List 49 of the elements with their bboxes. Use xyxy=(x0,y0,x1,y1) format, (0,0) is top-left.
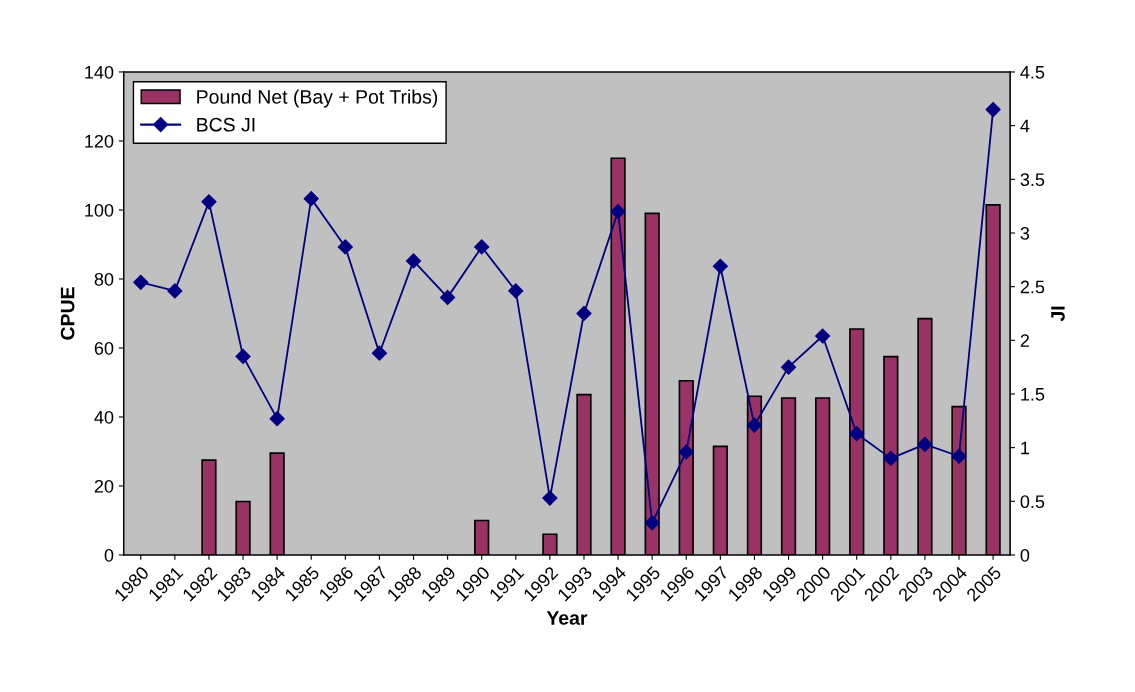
y2-tick-label: 1 xyxy=(1021,441,1030,455)
point xyxy=(405,253,422,269)
point xyxy=(849,426,865,442)
point xyxy=(883,450,899,466)
point xyxy=(917,436,933,452)
y2-axis-title: JI xyxy=(1051,306,1065,322)
legend-label: Pound Net (Bay + Pot Tribs) xyxy=(197,89,438,108)
point xyxy=(644,515,660,531)
y-tick-label: 60 xyxy=(94,341,114,355)
point xyxy=(951,448,967,464)
y-tick-label: 20 xyxy=(94,479,114,493)
point xyxy=(303,191,319,207)
y2-tick-label: 0 xyxy=(1020,548,1030,562)
point xyxy=(542,490,558,506)
y2-tick-label: 3.5 xyxy=(1020,173,1045,187)
point xyxy=(201,194,217,210)
x-axis-title: Year xyxy=(546,611,588,625)
point xyxy=(167,283,183,299)
point xyxy=(610,203,626,220)
y-tick-label: 120 xyxy=(85,134,114,148)
y-tick-label: 0 xyxy=(104,548,114,562)
y2-tick-label: 4 xyxy=(1020,119,1030,133)
y2-tick-label: 3 xyxy=(1020,226,1030,240)
y-tick-label: 140 xyxy=(85,65,114,79)
y-axis-title: CPUE xyxy=(60,287,75,340)
y-tick-label: 80 xyxy=(94,272,114,286)
point xyxy=(712,258,728,274)
point xyxy=(508,283,524,299)
y-tick-label: 40 xyxy=(94,410,114,424)
point xyxy=(678,444,694,460)
point xyxy=(440,289,456,305)
point xyxy=(985,101,1001,118)
point xyxy=(474,239,490,255)
point xyxy=(780,359,797,375)
point xyxy=(815,328,831,344)
point xyxy=(576,305,592,322)
y2-tick-label: 0.5 xyxy=(1020,495,1045,509)
y2-tick-label: 4.5 xyxy=(1020,66,1045,79)
y-tick-label: 100 xyxy=(85,203,114,217)
point xyxy=(746,417,763,433)
y2-tick-label: 1.5 xyxy=(1021,388,1045,401)
point xyxy=(337,239,353,255)
point xyxy=(371,345,387,361)
y2-tick-label: 2.5 xyxy=(1020,280,1045,294)
point xyxy=(269,411,285,427)
legend-label: BCS JI xyxy=(197,117,255,132)
point xyxy=(235,348,251,364)
y2-tick-label: 2 xyxy=(1020,334,1030,347)
point xyxy=(133,274,149,290)
